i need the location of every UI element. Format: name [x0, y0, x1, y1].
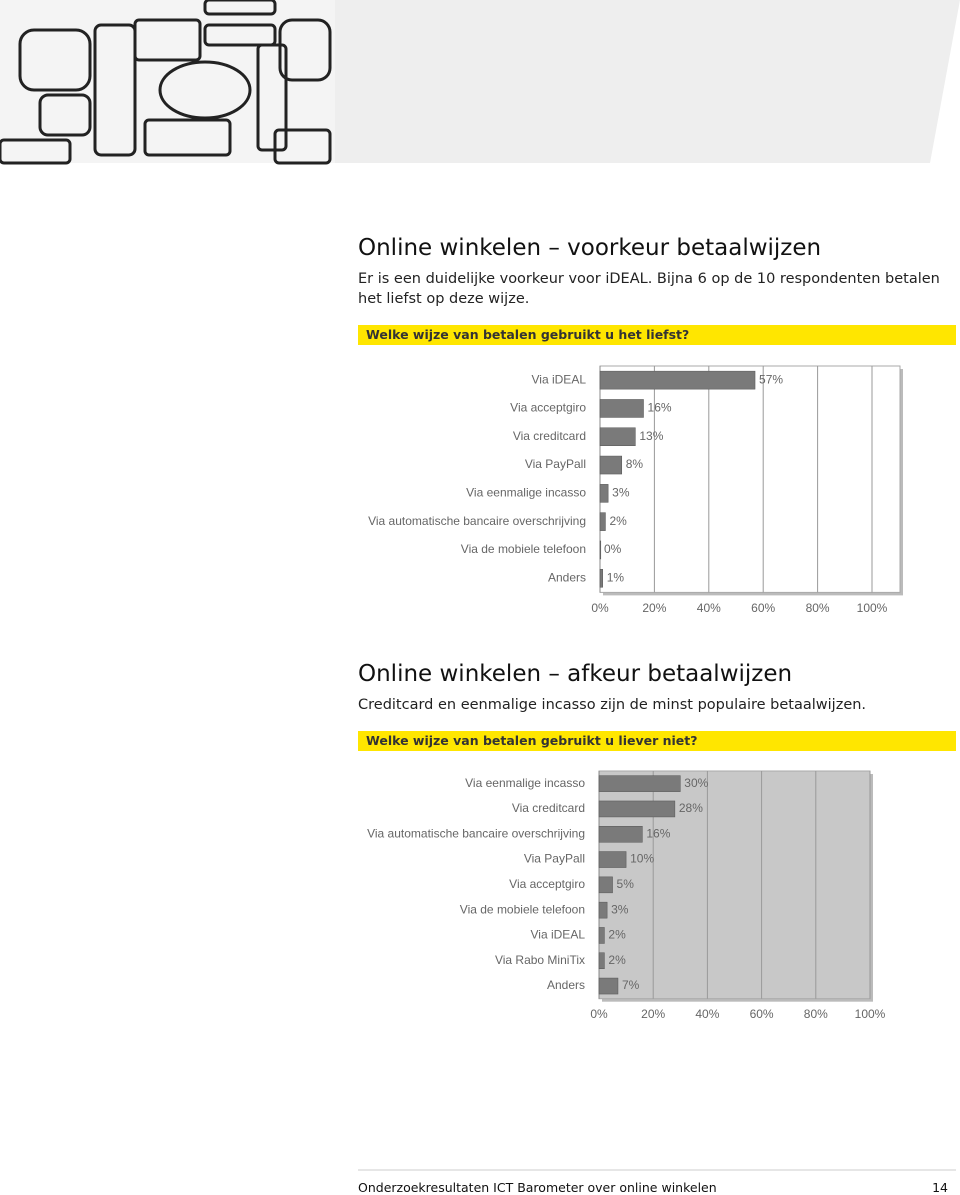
category-label: Via acceptgiro [509, 877, 585, 891]
bar [599, 512, 606, 531]
value-label: 13% [639, 429, 663, 443]
value-label: 16% [648, 401, 672, 415]
value-label: 7% [622, 978, 640, 992]
value-label: 2% [608, 953, 626, 967]
question-banner: Welke wijze van betalen gebruikt u het l… [358, 325, 956, 345]
bar [599, 540, 602, 560]
bar [598, 952, 605, 969]
value-label: 16% [646, 826, 670, 840]
x-tick-label: 60% [750, 1007, 774, 1021]
value-label: 57% [759, 372, 783, 386]
paragraph: Er is een duidelijke voorkeur voor iDEAL… [358, 271, 940, 307]
category-label: Via eenmalige incasso [466, 486, 586, 500]
x-tick-label: 100% [857, 601, 888, 615]
category-label: Via iDEAL [532, 372, 587, 386]
bar [599, 484, 609, 503]
x-tick-label: 60% [751, 601, 775, 615]
bar [598, 800, 676, 818]
heading: Online winkelen – afkeur betaalwijzen [358, 661, 793, 687]
bar [598, 851, 627, 868]
x-tick-label: 20% [642, 601, 666, 615]
category-label: Via eenmalige incasso [465, 776, 585, 790]
x-tick-label: 40% [695, 1007, 719, 1021]
value-label: 2% [609, 514, 627, 528]
paragraph: Creditcard en eenmalige incasso zijn de … [358, 697, 867, 713]
category-label: Anders [548, 570, 586, 584]
category-label: Via de mobiele telefoon [461, 542, 586, 556]
x-tick-label: 0% [590, 1007, 608, 1021]
bar [598, 977, 619, 995]
value-label: 10% [630, 852, 654, 866]
value-label: 2% [608, 928, 626, 942]
header-doodles [0, 0, 332, 165]
bar [599, 455, 623, 475]
category-label: Via creditcard [512, 801, 585, 815]
value-label: 5% [617, 877, 635, 891]
category-label: Via automatische bancaire overschrijving [367, 826, 585, 840]
footer-text: Onderzoekresultaten ICT Barometer over o… [358, 1180, 717, 1195]
x-tick-label: 40% [697, 601, 721, 615]
value-label: 0% [604, 542, 622, 556]
bar [599, 427, 636, 446]
bar [598, 826, 643, 843]
x-tick-label: 0% [591, 601, 609, 615]
category-label: Via de mobiele telefoon [460, 902, 585, 916]
heading: Online winkelen – voorkeur betaalwijzen [358, 235, 822, 261]
category-label: Via PayPall [525, 457, 586, 471]
category-label: Anders [547, 978, 585, 992]
bar [598, 927, 605, 944]
category-label: Via PayPall [524, 852, 585, 866]
question-banner: Welke wijze van betalen gebruikt u lieve… [358, 731, 956, 751]
value-label: 1% [607, 570, 625, 584]
value-label: 30% [684, 776, 708, 790]
category-label: Via iDEAL [531, 928, 586, 942]
bar [599, 399, 644, 418]
header-band [335, 0, 960, 163]
x-tick-label: 80% [804, 1007, 828, 1021]
category-label: Via Rabo MiniTix [495, 953, 585, 967]
bar [599, 370, 756, 390]
bar [598, 901, 608, 919]
x-tick-label: 20% [641, 1007, 665, 1021]
category-label: Via automatische bancaire overschrijving [368, 514, 586, 528]
bar [598, 876, 613, 894]
category-label: Via creditcard [513, 429, 586, 443]
bar [598, 775, 681, 792]
value-label: 3% [611, 902, 629, 916]
plot-area [599, 365, 901, 593]
bar [599, 569, 603, 588]
value-label: 28% [679, 801, 703, 815]
value-label: 8% [626, 457, 644, 471]
x-tick-label: 80% [806, 601, 830, 615]
page-number: 14 [932, 1180, 948, 1195]
category-label: Via acceptgiro [510, 401, 586, 415]
x-tick-label: 100% [855, 1007, 886, 1021]
value-label: 3% [612, 486, 630, 500]
